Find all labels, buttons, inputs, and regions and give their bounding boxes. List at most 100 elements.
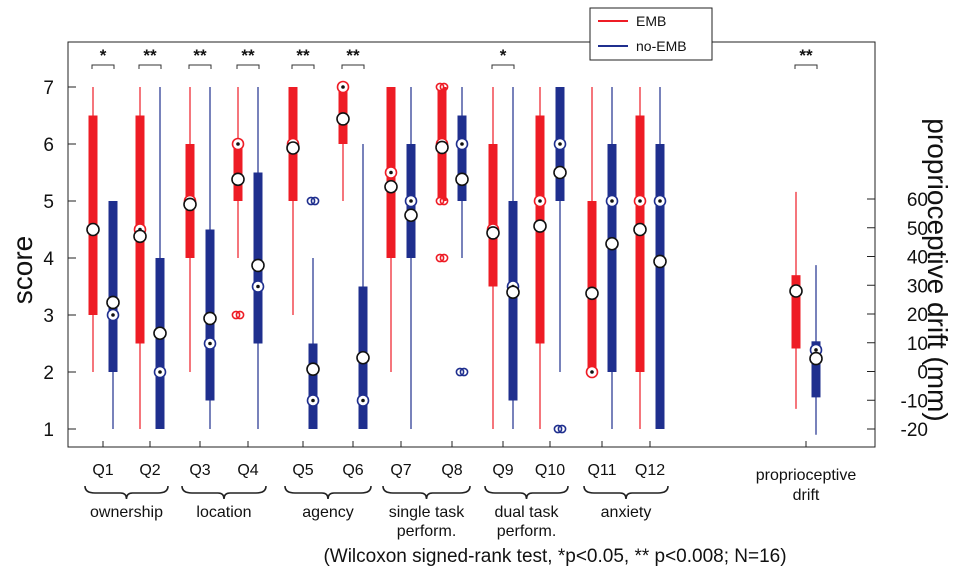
significance-label: * [100,46,107,65]
median-dot [460,142,464,146]
outlier-marker [459,367,469,377]
left-axis-tick-label: 7 [43,78,54,99]
box-body [635,115,645,372]
category-label: Q12 [635,462,665,479]
group-brace [382,485,471,500]
chart-labels: 1 2 3 4 5 6 7 -20 -10 0 10 20 30 40 50 60 score proprioce… [7,46,953,567]
mean-marker [435,140,449,155]
outlier-marker [439,82,449,92]
outlier-marker [439,253,449,263]
median-dot [638,199,642,203]
group-label: anxiety [601,504,652,521]
legend: EMB no-EMB [589,7,713,61]
right-axis-tick-label: 0 [917,363,928,384]
right-axis-tick-label: 20 [907,305,928,326]
box-body [457,115,467,201]
significance-label: ** [296,46,310,65]
group-brace [484,485,569,500]
median-dot [814,348,818,352]
median-dot [389,170,393,175]
mean-marker [809,351,823,366]
median-dot [111,313,115,317]
left-axis-title: score [7,236,38,304]
group-label: perform. [497,523,557,540]
significance-label: ** [143,46,157,65]
left-axis-tick-label: 5 [43,192,54,213]
mean-marker [486,226,500,240]
mean-marker [286,141,300,155]
category-label: Q2 [139,462,160,479]
left-axis-tick-label: 4 [43,249,54,270]
mean-marker [404,208,418,223]
mean-marker [336,112,350,126]
category-label: Q1 [92,462,113,479]
box-body [233,144,243,201]
mean-marker [789,284,803,298]
mean-marker [251,258,265,273]
mean-marker [306,362,320,376]
box-body [811,341,821,398]
category-label: Q10 [535,462,565,479]
median-dot [208,341,212,346]
right-axis-tick-label: 60 [907,190,928,211]
legend-label: EMB [636,13,666,29]
box-body [155,258,165,429]
right-axis-tick-label: 30 [907,276,928,297]
box-body [108,201,118,372]
median-dot [658,199,662,203]
median-dot [361,398,365,403]
category-label: proprioceptive [756,467,857,484]
box-body [88,115,98,315]
mean-marker [653,254,667,269]
mean-marker [506,285,520,300]
median-dot [236,142,240,146]
outlier-marker [235,310,245,320]
mean-marker [384,179,398,194]
category-label: Q6 [342,462,363,479]
box-body [508,201,518,401]
mean-marker [203,311,217,326]
group-label: single task [389,504,466,521]
category-label: Q5 [292,462,313,479]
mean-marker [231,172,245,187]
significance-bracket [91,64,115,69]
category-label: Q7 [390,462,411,479]
category-label: drift [793,487,820,504]
left-axis-tick-label: 2 [43,363,54,384]
group-label: perform. [397,523,457,540]
significance-bracket [236,64,260,69]
right-axis-tick-label: -20 [901,420,928,441]
mean-marker [183,197,197,212]
box-body [607,144,617,372]
left-axis-tick-label: 6 [43,135,54,156]
right-axis-tick-label: 50 [907,219,928,240]
mean-marker [133,229,147,244]
median-dot [341,85,345,89]
category-label: Q8 [441,462,462,479]
significance-bracket [794,64,818,69]
significance-bracket [491,64,515,69]
significance-label: ** [799,46,813,65]
mean-marker [356,350,370,365]
median-dot [409,199,413,203]
mean-marker [605,236,619,251]
box-body [587,201,597,372]
category-label: Q4 [237,462,258,479]
box-body [791,275,801,349]
right-axis-title: proprioceptive drift (mm) [922,118,953,421]
plot-frame-border [67,41,876,448]
mean-marker [455,172,469,187]
group-brace [583,485,669,500]
group-label: location [196,504,251,521]
category-label: Q3 [189,462,210,479]
right-axis-tick-label: 40 [907,248,928,269]
group-brace [84,485,169,500]
chart-marks [86,80,823,435]
mean-marker [106,295,120,310]
median-dot [590,370,594,374]
box-body [488,144,498,287]
mean-marker [585,286,599,301]
significance-label: ** [193,46,207,65]
left-axis-tick-label: 3 [43,306,54,327]
significance-bracket [138,64,162,69]
